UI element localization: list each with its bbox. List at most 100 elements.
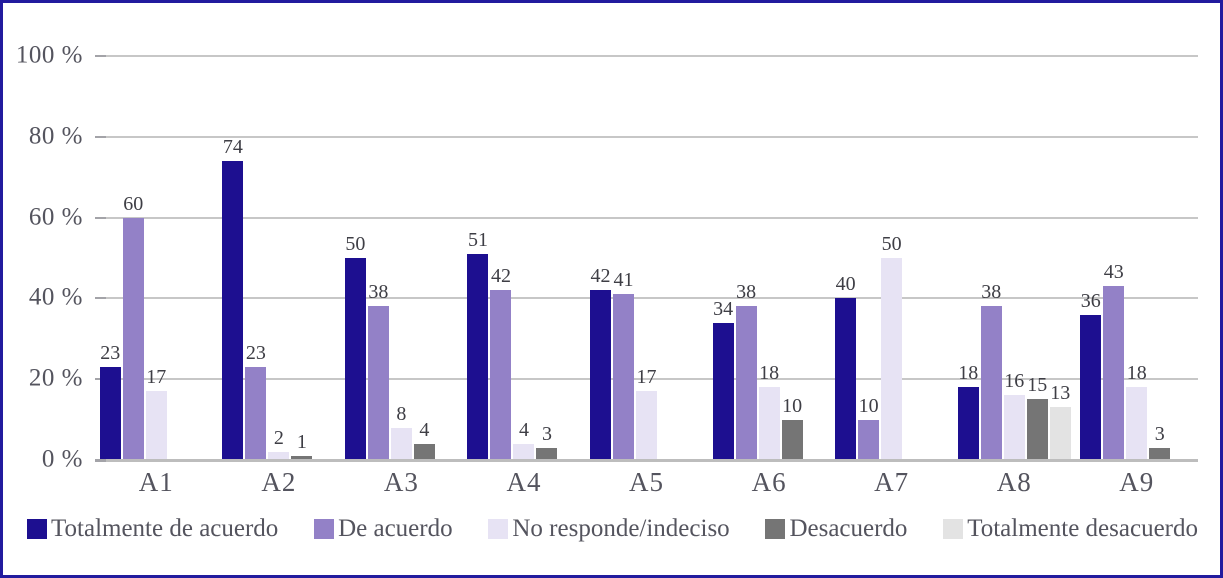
- gridline-0: [95, 459, 1198, 462]
- legend-item: Desacuerdo: [765, 515, 907, 543]
- legend: Totalmente de acuerdo De acuerdo No respon…: [27, 509, 1198, 549]
- bar-slot: [313, 56, 336, 460]
- bar-slot: 50: [880, 56, 903, 460]
- category-label-a9: A9: [1119, 467, 1155, 497]
- bar-value-label: 60: [123, 192, 144, 215]
- bar-value-label: 8: [396, 402, 407, 425]
- y-tick-label: 40 %: [28, 283, 83, 311]
- bar: [413, 443, 435, 460]
- bar: [268, 451, 290, 460]
- bar-slot: 50: [344, 56, 367, 460]
- bar-value-label: 38: [981, 281, 1002, 304]
- bar: [344, 258, 366, 460]
- y-tick-label: 20 %: [28, 364, 83, 392]
- bar: [1103, 286, 1125, 460]
- bar-slot: 34: [712, 56, 735, 460]
- bar-value-label: 3: [1154, 422, 1165, 445]
- bar: [390, 427, 412, 460]
- bar: [367, 306, 389, 460]
- category-label-a5: A5: [629, 467, 665, 497]
- legend-swatch: [765, 519, 786, 539]
- legend-item: De acuerdo: [314, 515, 453, 543]
- bar-slot: 42: [589, 56, 612, 460]
- bar: [712, 322, 734, 460]
- bar-slot: [558, 56, 581, 460]
- bar-value-label: 41: [613, 269, 634, 292]
- bar: [291, 455, 313, 460]
- category-label-a2: A2: [261, 467, 297, 497]
- bar-value-label: 10: [782, 394, 803, 417]
- bar-group-a8: 18 38 16 15 13: [953, 56, 1076, 460]
- legend-item: Totalmente de acuerdo: [27, 515, 278, 543]
- bar-value-label: 36: [1080, 289, 1101, 312]
- y-tick-label: 100 %: [15, 41, 83, 69]
- bar-slot: 1: [290, 56, 313, 460]
- bar-value-label: 42: [490, 265, 511, 288]
- bar-value-label: 17: [636, 366, 657, 389]
- bar-value-label: 17: [146, 366, 167, 389]
- legend-swatch: [488, 519, 509, 539]
- bar-slot: 10: [781, 56, 804, 460]
- bar-slot: 18: [957, 56, 980, 460]
- bar-value-label: 51: [467, 228, 488, 251]
- gridline-60: [95, 216, 1198, 219]
- bar-slot: [681, 56, 704, 460]
- legend-label: Totalmente desacuerdo: [967, 515, 1198, 542]
- bar-slot: 2: [267, 56, 290, 460]
- bar-value-label: 50: [345, 233, 366, 255]
- category-label-a8: A8: [996, 467, 1032, 497]
- bar-slot: 23: [99, 56, 122, 460]
- bar-slot: 51: [466, 56, 489, 460]
- bar-value-label: 50: [881, 233, 902, 255]
- bar-slot: 38: [367, 56, 390, 460]
- gridline-80: [95, 135, 1198, 138]
- bar-slot: 4: [413, 56, 436, 460]
- bar: [835, 298, 857, 460]
- bar-slot: 38: [735, 56, 758, 460]
- bar: [490, 290, 512, 460]
- bar-group-a7: 40 10 50: [830, 56, 953, 460]
- bar-value-label: 18: [958, 362, 979, 385]
- bar: [636, 391, 658, 460]
- bar-value-label: 38: [368, 281, 389, 304]
- bar: [735, 306, 757, 460]
- bar-slot: 60: [122, 56, 145, 460]
- category-label-a4: A4: [506, 467, 542, 497]
- bar-slot: 17: [145, 56, 168, 460]
- bar-slot: 42: [489, 56, 512, 460]
- bar-slot: [168, 56, 191, 460]
- bar-slot: 74: [221, 56, 244, 460]
- bar: [536, 447, 558, 460]
- bar: [1026, 399, 1048, 460]
- bar-group-a5: 42 41 17: [585, 56, 708, 460]
- category-label-a1: A1: [138, 467, 174, 497]
- bar-value-label: 15: [1027, 374, 1048, 397]
- bar: [99, 367, 121, 460]
- y-axis-labels: 100 % 80 % 60 % 40 % 20 % 0 %: [3, 41, 89, 472]
- legend-label: No responde/indeciso: [512, 515, 730, 542]
- bar-slot: 38: [980, 56, 1003, 460]
- plot-area: 23 60 17 74 23 2 1 50 38 8 4 51 42 4 3 42 41 17 34 38 18 10 40…: [95, 55, 1198, 462]
- y-tick-label: 80 %: [28, 122, 83, 150]
- bar-value-label: 4: [518, 418, 529, 441]
- bar: [1126, 387, 1148, 460]
- gridline-40: [95, 297, 1198, 300]
- legend-swatch: [943, 519, 964, 539]
- legend-swatch: [314, 519, 335, 539]
- y-tick-label: 60 %: [28, 203, 83, 231]
- bar: [980, 306, 1002, 460]
- bar-slot: [926, 56, 949, 460]
- x-axis-labels: A1 A2 A3 A4 A5 A6 A7 A8 A9: [95, 467, 1198, 498]
- category-label-a7: A7: [874, 467, 910, 497]
- bar-value-label: 18: [1126, 362, 1147, 385]
- bar-group-a4: 51 42 4 3: [463, 56, 586, 460]
- bar: [858, 419, 880, 460]
- bar: [758, 387, 780, 460]
- bar-slot: [436, 56, 459, 460]
- bar-value-label: 74: [222, 136, 243, 159]
- y-tick-label: 0 %: [41, 445, 83, 473]
- bar-slot: 13: [1049, 56, 1072, 460]
- bar-slot: 36: [1079, 56, 1102, 460]
- bar-slot: 43: [1102, 56, 1125, 460]
